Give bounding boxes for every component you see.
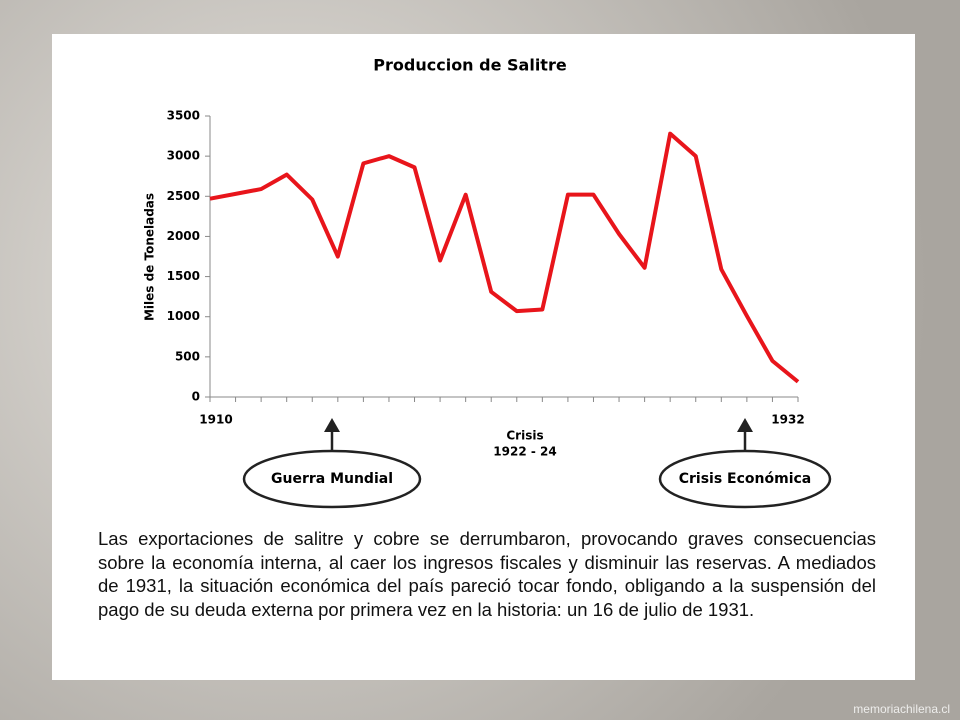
annotation: Guerra Mundial xyxy=(271,471,393,487)
chart-title: Produccion de Salitre xyxy=(373,56,567,75)
paragraph: Las exportaciones de salitre y cobre se … xyxy=(98,528,876,620)
y-tick-label: 3000 xyxy=(167,149,200,163)
watermark: memoriachilena.cl xyxy=(853,702,950,716)
y-axis-label: Miles de Toneladas xyxy=(143,193,157,321)
y-tick-label: 500 xyxy=(175,349,200,363)
x-tick-label: 1932 xyxy=(771,413,804,427)
y-tick-label: 2000 xyxy=(167,229,200,243)
x-tick-label: 1910 xyxy=(199,413,232,427)
annotation: Crisis xyxy=(506,429,543,443)
y-tick-label: 0 xyxy=(192,390,200,404)
annotation: 1922 - 24 xyxy=(493,445,556,459)
y-tick-label: 2500 xyxy=(167,189,200,203)
annotation: Crisis Económica xyxy=(679,471,812,487)
data-line xyxy=(209,131,800,384)
y-tick-label: 1000 xyxy=(167,309,200,323)
y-tick-label: 1500 xyxy=(167,269,200,283)
y-tick-label: 3500 xyxy=(167,109,200,123)
